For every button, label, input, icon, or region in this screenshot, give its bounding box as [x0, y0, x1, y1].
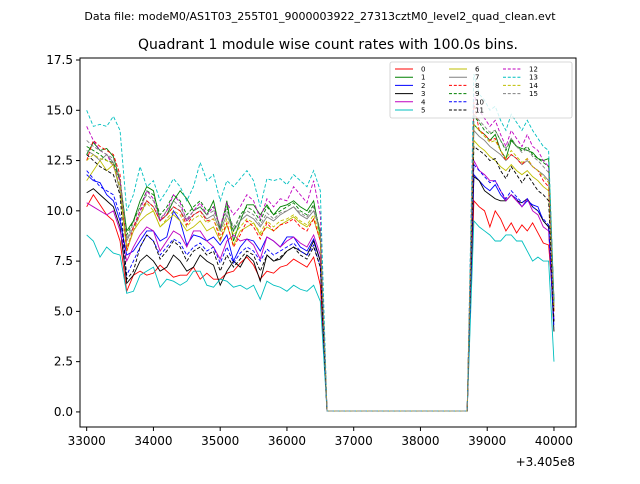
series-line-8: [86, 102, 555, 412]
series-line-12: [86, 94, 555, 412]
series-line-0: [86, 193, 555, 412]
x-tick-label: 36000: [268, 434, 306, 448]
legend-label-0: 0: [421, 66, 425, 74]
x-tick-label: 34000: [134, 434, 172, 448]
legend-label-7: 7: [475, 74, 479, 82]
x-offset-label: +3.405e8: [516, 455, 575, 469]
legend-label-9: 9: [475, 90, 479, 98]
series-line-13: [86, 73, 555, 412]
x-tick-label: 35000: [201, 434, 239, 448]
y-tick-label: 10.0: [46, 204, 73, 218]
x-tick-label: 39000: [468, 434, 506, 448]
x-tick-label: 40000: [535, 434, 573, 448]
legend-label-8: 8: [475, 82, 479, 90]
legend-label-11: 11: [475, 107, 484, 115]
x-tick-label: 37000: [335, 434, 373, 448]
legend-label-12: 12: [529, 66, 538, 74]
y-tick-label: 7.5: [54, 254, 73, 268]
legend-label-4: 4: [421, 98, 426, 106]
chart-title: Quadrant 1 module wise count rates with …: [138, 37, 518, 53]
series-line-11: [86, 145, 555, 412]
y-axis: 0.0 2.5 5.0 7.5 10.0 12.5 15.0 17.5: [46, 53, 80, 419]
y-tick-label: 17.5: [46, 53, 73, 67]
legend-label-3: 3: [421, 90, 425, 98]
series-line-6: [86, 139, 555, 412]
y-tick-label: 0.0: [54, 405, 73, 419]
y-tick-label: 12.5: [46, 154, 73, 168]
legend-label-2: 2: [421, 82, 425, 90]
legend-label-15: 15: [529, 90, 538, 98]
x-tick-label: 38000: [401, 434, 439, 448]
series-line-10: [86, 163, 555, 412]
series-line-5: [86, 219, 555, 412]
y-tick-label: 2.5: [54, 355, 73, 369]
plot-frame: [79, 57, 577, 428]
legend-label-13: 13: [529, 74, 538, 82]
legend-label-1: 1: [421, 74, 425, 82]
legend-label-6: 6: [475, 66, 480, 74]
legend-box: [389, 61, 573, 119]
series-line-4: [86, 158, 555, 412]
x-tick-label: 33000: [68, 434, 106, 448]
series-line-15: [86, 113, 555, 412]
legend-label-10: 10: [475, 98, 484, 106]
legend-label-5: 5: [421, 107, 425, 115]
y-tick-label: 15.0: [46, 103, 73, 117]
figure-suptitle: Data file: modeM0/AS1T03_255T01_90000039…: [84, 10, 556, 23]
series-line-14: [86, 123, 555, 412]
x-axis: 33000 34000 35000 36000 37000 38000 39000 40000: [68, 427, 573, 448]
legend-label-14: 14: [529, 82, 538, 90]
series-lines: [86, 73, 555, 412]
y-tick-label: 5.0: [54, 304, 73, 318]
